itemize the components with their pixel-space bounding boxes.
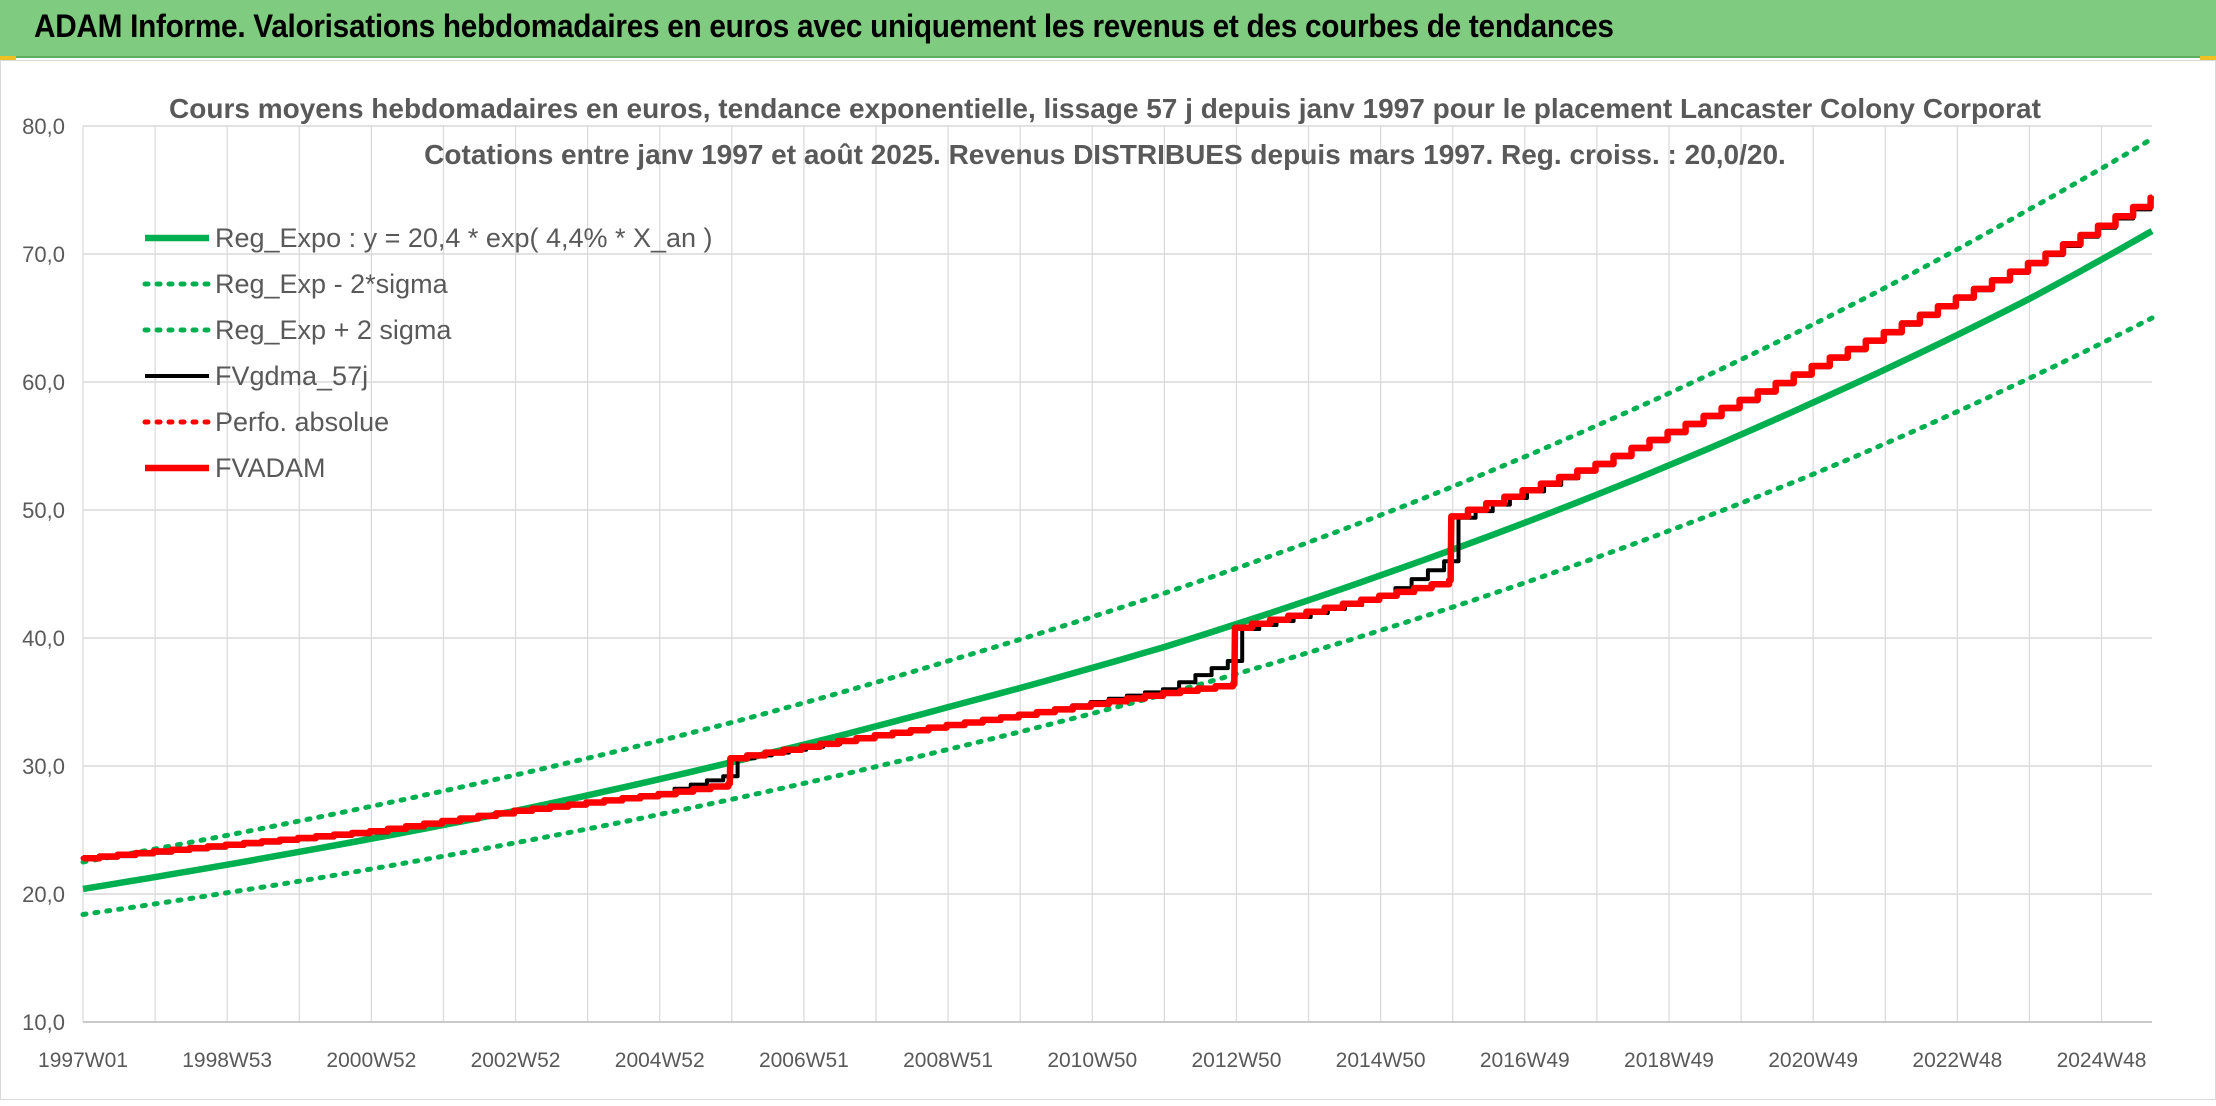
legend-label: FVADAM xyxy=(215,453,326,483)
x-tick-label: 2000W52 xyxy=(326,1049,416,1072)
y-tick-label: 30,0 xyxy=(22,754,65,779)
x-tick-label: 2004W52 xyxy=(615,1049,705,1072)
x-tick-label: 2022W48 xyxy=(1912,1049,2002,1072)
y-tick-label: 80,0 xyxy=(22,114,65,139)
gridlines xyxy=(82,125,2152,1023)
x-tick-label: 2008W51 xyxy=(903,1049,993,1072)
x-tick-label: 1997W01 xyxy=(38,1049,128,1072)
series-line-2 xyxy=(80,136,2155,865)
chart-title-line1: Cours moyens hebdomadaires en euros, ten… xyxy=(169,93,2041,124)
series-lines xyxy=(80,136,2155,917)
y-tick-label: 20,0 xyxy=(22,882,65,907)
axis-ticks: 10,0 20,0 30,0 40,0 50,0 60,0 70,0 80,0 1997W01 1… xyxy=(22,114,2146,1072)
legend-label: Perfo. absolue xyxy=(215,407,389,437)
x-tick-label: 2018W49 xyxy=(1624,1049,1714,1072)
x-tick-label: 2016W49 xyxy=(1480,1049,1570,1072)
y-tick-label: 40,0 xyxy=(22,626,65,651)
chart-title-line2: Cotations entre janv 1997 et août 2025. … xyxy=(424,139,1786,170)
series-line-3 xyxy=(83,198,2153,862)
series-line-4 xyxy=(80,195,2155,861)
legend-label: Reg_Expo : y = 20,4 * exp( 4,4% * X_an ) xyxy=(215,223,713,253)
legend-label: Reg_Exp - 2*sigma xyxy=(215,269,449,299)
corner-marker-left xyxy=(0,56,16,62)
x-tick-label: 2002W52 xyxy=(471,1049,561,1072)
y-tick-label: 50,0 xyxy=(22,498,65,523)
legend-label: FVgdma_57j xyxy=(215,361,368,391)
series-line-1 xyxy=(80,315,2155,917)
x-tick-label: 2010W50 xyxy=(1047,1049,1137,1072)
corner-marker-right xyxy=(2200,56,2216,62)
x-tick-label: 2006W51 xyxy=(759,1049,849,1072)
chart-legend: Reg_Expo : y = 20,4 * exp( 4,4% * X_an )… xyxy=(142,223,713,483)
report-banner: ADAM Informe. Valorisations hebdomadaire… xyxy=(0,0,2216,58)
y-tick-label: 10,0 xyxy=(22,1010,65,1035)
x-tick-label: 1998W53 xyxy=(182,1049,272,1072)
x-tick-label: 2012W50 xyxy=(1191,1049,1281,1072)
chart-area xyxy=(0,60,2216,1100)
x-tick-label: 2014W50 xyxy=(1336,1049,1426,1072)
x-tick-label: 2020W49 xyxy=(1768,1049,1858,1072)
legend-label: Reg_Exp + 2 sigma xyxy=(215,315,452,345)
report-title: ADAM Informe. Valorisations hebdomadaire… xyxy=(34,8,1614,44)
x-tick-label: 2024W48 xyxy=(2057,1049,2147,1072)
y-tick-label: 60,0 xyxy=(22,370,65,395)
y-tick-label: 70,0 xyxy=(22,242,65,267)
